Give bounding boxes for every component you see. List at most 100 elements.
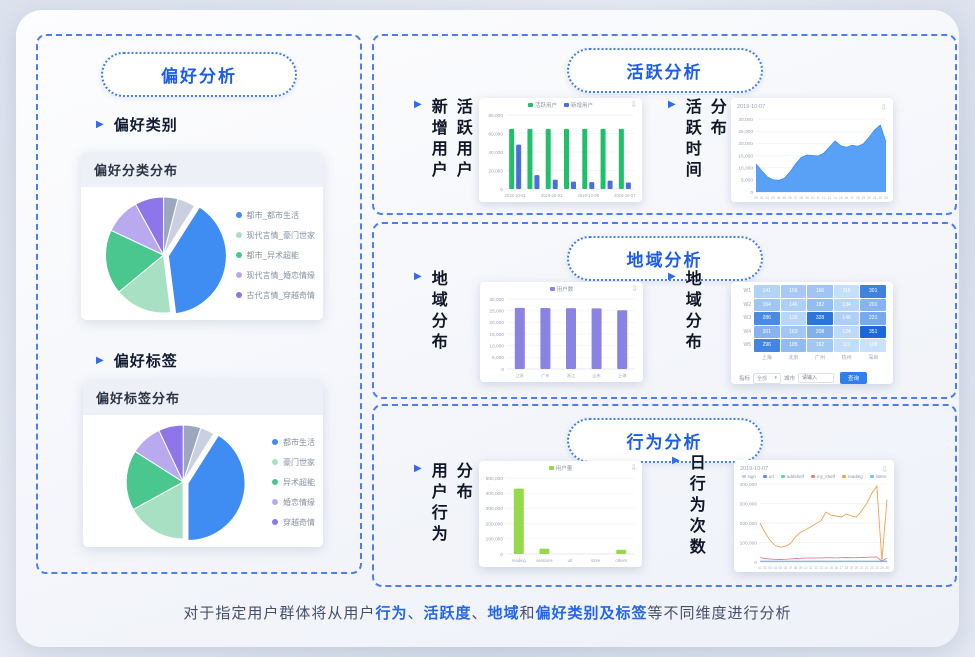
svg-text:12: 12 [814,566,818,570]
activity-panel-title: 活跃分析 [566,48,763,93]
svg-text:26: 26 [885,566,889,570]
svg-text:浙江: 浙江 [567,372,575,379]
date-picker[interactable]: 2019-10-07 [737,104,766,110]
svg-text:山东: 山东 [592,372,600,379]
svg-text:2019-10-07: 2019-10-07 [614,193,636,198]
activity-bar-card: 活跃用户 新增用户 ⇩ 0 20,000 40,000 60,000 80,000 2019… [479,98,642,202]
chart-legend: 活跃用户 新增用户 [527,101,593,109]
download-icon[interactable]: ⇩ [881,465,888,474]
svg-text:17: 17 [840,566,844,570]
section-header-tag: ▶ 偏好标签 [96,350,178,371]
svg-text:15: 15 [839,196,843,200]
pie-legend: 都市生活 豪门世家 异术超能 婚恋情缘 穿越奇情 [272,437,319,528]
svg-text:60,000: 60,000 [488,131,503,137]
daily-behavior-line-chart: 0 100,000 200,000 300,000 400,000 01 02 03 04 05 0… [734,479,894,577]
svg-text:01: 01 [760,196,764,200]
svg-text:0: 0 [754,560,757,566]
svg-text:30,000: 30,000 [489,297,504,303]
svg-text:0: 0 [500,187,503,193]
svg-text:13: 13 [828,196,832,200]
user-behavior-label: ▶ 用户行为 分布 [414,462,471,546]
svg-text:21: 21 [873,196,877,200]
svg-text:16: 16 [845,196,849,200]
svg-text:2019-10-05: 2019-10-05 [578,193,600,198]
svg-text:19: 19 [850,566,854,570]
svg-text:200,000: 200,000 [740,521,758,527]
download-icon[interactable]: ⇩ [630,463,637,472]
region-panel: 地域分析 ▶ 地域分布 用户数 ⇩ 0 5,000 10,000 15,000 20,0… [372,222,957,399]
chevron-down-icon: ▾ [774,374,778,381]
svg-text:others: others [615,558,627,563]
city-input[interactable] [798,373,835,383]
active-time-area-card: 2019-10-07 ⇩ 0 5,000 10,000 15,000 20,000 25,… [731,98,893,202]
svg-text:5,000: 5,000 [741,178,753,184]
section-header-label: 偏好类别 [113,117,178,134]
triangle-bullet-icon: ▶ [414,99,422,110]
daily-behavior-line-card: 2019-10-07 ⇩ sign url addshelf my_shelf read… [734,460,894,572]
preference-tag-card: 偏好标签分布 都市生活 豪门世家 异术超能 婚恋情缘 穿越奇情 [83,380,323,547]
svg-text:100,000: 100,000 [740,540,758,546]
behavior-bar-card: 用户量 ⇩ 0 100,000 200,000 300,000 400,000 500,0… [479,461,642,567]
svg-text:19: 19 [862,196,866,200]
svg-text:00: 00 [754,196,758,200]
download-icon[interactable]: ⇩ [631,284,638,293]
query-button[interactable]: 查询 [840,372,868,384]
card-title: 偏好标签分布 [83,380,323,415]
date-picker[interactable]: 2019-10-07 [740,466,769,472]
region-heatmap-card: W1 141 156 166 115 301 W2 164 146 182 134 201 W3 286 1… [731,282,893,384]
svg-text:200,000: 200,000 [486,521,504,527]
svg-text:80,000: 80,000 [488,113,503,119]
svg-text:06: 06 [788,196,792,200]
chart-legend: 用户量 [548,464,572,472]
svg-text:0: 0 [500,552,503,558]
section-header-label: 偏好标签 [113,353,178,370]
svg-text:02: 02 [763,566,767,570]
city-label: 城市 [784,376,796,382]
svg-text:07: 07 [789,566,793,570]
svg-text:10,000: 10,000 [738,165,753,171]
svg-text:store: store [591,558,601,563]
svg-text:江苏: 江苏 [516,372,524,379]
card-title: 偏好分类分布 [81,152,323,187]
svg-text:04: 04 [777,196,781,200]
download-icon[interactable]: ⇩ [880,103,887,112]
svg-text:22: 22 [865,566,869,570]
svg-text:reading: reading [512,558,527,563]
chart-legend: sign url addshelf my_shelf reading listen [734,474,894,479]
svg-text:20: 20 [867,196,871,200]
main-card: 偏好分析 ▶ 偏好类别 偏好分类分布 都市_都市生活 现代言情_豪门世家 都市_异术… [16,10,959,647]
heatmap-query-form: 指标 全部 ▾ 城市 查询 [731,369,893,384]
triangle-bullet-icon: ▶ [414,463,422,474]
triangle-bullet-icon: ▶ [668,99,676,110]
region-heatmap-label: ▶ 地域分布 [668,270,700,354]
svg-text:17: 17 [850,196,854,200]
svg-text:url: url [568,558,573,563]
svg-text:22: 22 [879,196,883,200]
svg-text:04: 04 [773,566,777,570]
preference-category-pie-chart [85,189,236,321]
behavior-bar-chart: 0 100,000 200,000 300,000 400,000 500,000 read… [479,472,642,570]
active-time-area-chart: 0 5,000 10,000 15,000 20,000 25,000 30,000 00 01… [731,112,893,207]
triangle-bullet-icon: ▶ [96,118,105,130]
preference-category-card: 偏好分类分布 都市_都市生活 现代言情_豪门世家 都市_异术超能 现代言情_婚恋情缘古… [81,152,323,320]
chart-legend: 用户数 [549,285,573,293]
region-panel-title: 地域分析 [566,236,763,281]
metric-select[interactable]: 全部 ▾ [753,372,782,384]
section-header-category: ▶ 偏好类别 [96,114,178,135]
download-icon[interactable]: ⇩ [630,100,637,109]
svg-text:02: 02 [766,196,770,200]
svg-text:03: 03 [768,566,772,570]
svg-text:100,000: 100,000 [486,537,504,543]
svg-text:0: 0 [750,190,753,196]
svg-text:03: 03 [771,196,775,200]
svg-text:11: 11 [817,196,821,200]
svg-text:sessions: sessions [536,558,552,563]
svg-text:0: 0 [501,367,504,373]
svg-text:05: 05 [782,196,786,200]
svg-text:300,000: 300,000 [486,506,504,512]
pie-legend: 都市_都市生活 现代言情_豪门世家 都市_异术超能 现代言情_婚恋情缘 古代言情_穿越奇… [235,210,319,301]
preference-tag-pie-chart [87,417,272,547]
svg-text:01: 01 [758,566,762,570]
svg-text:20,000: 20,000 [488,168,503,174]
svg-text:15: 15 [829,566,833,570]
